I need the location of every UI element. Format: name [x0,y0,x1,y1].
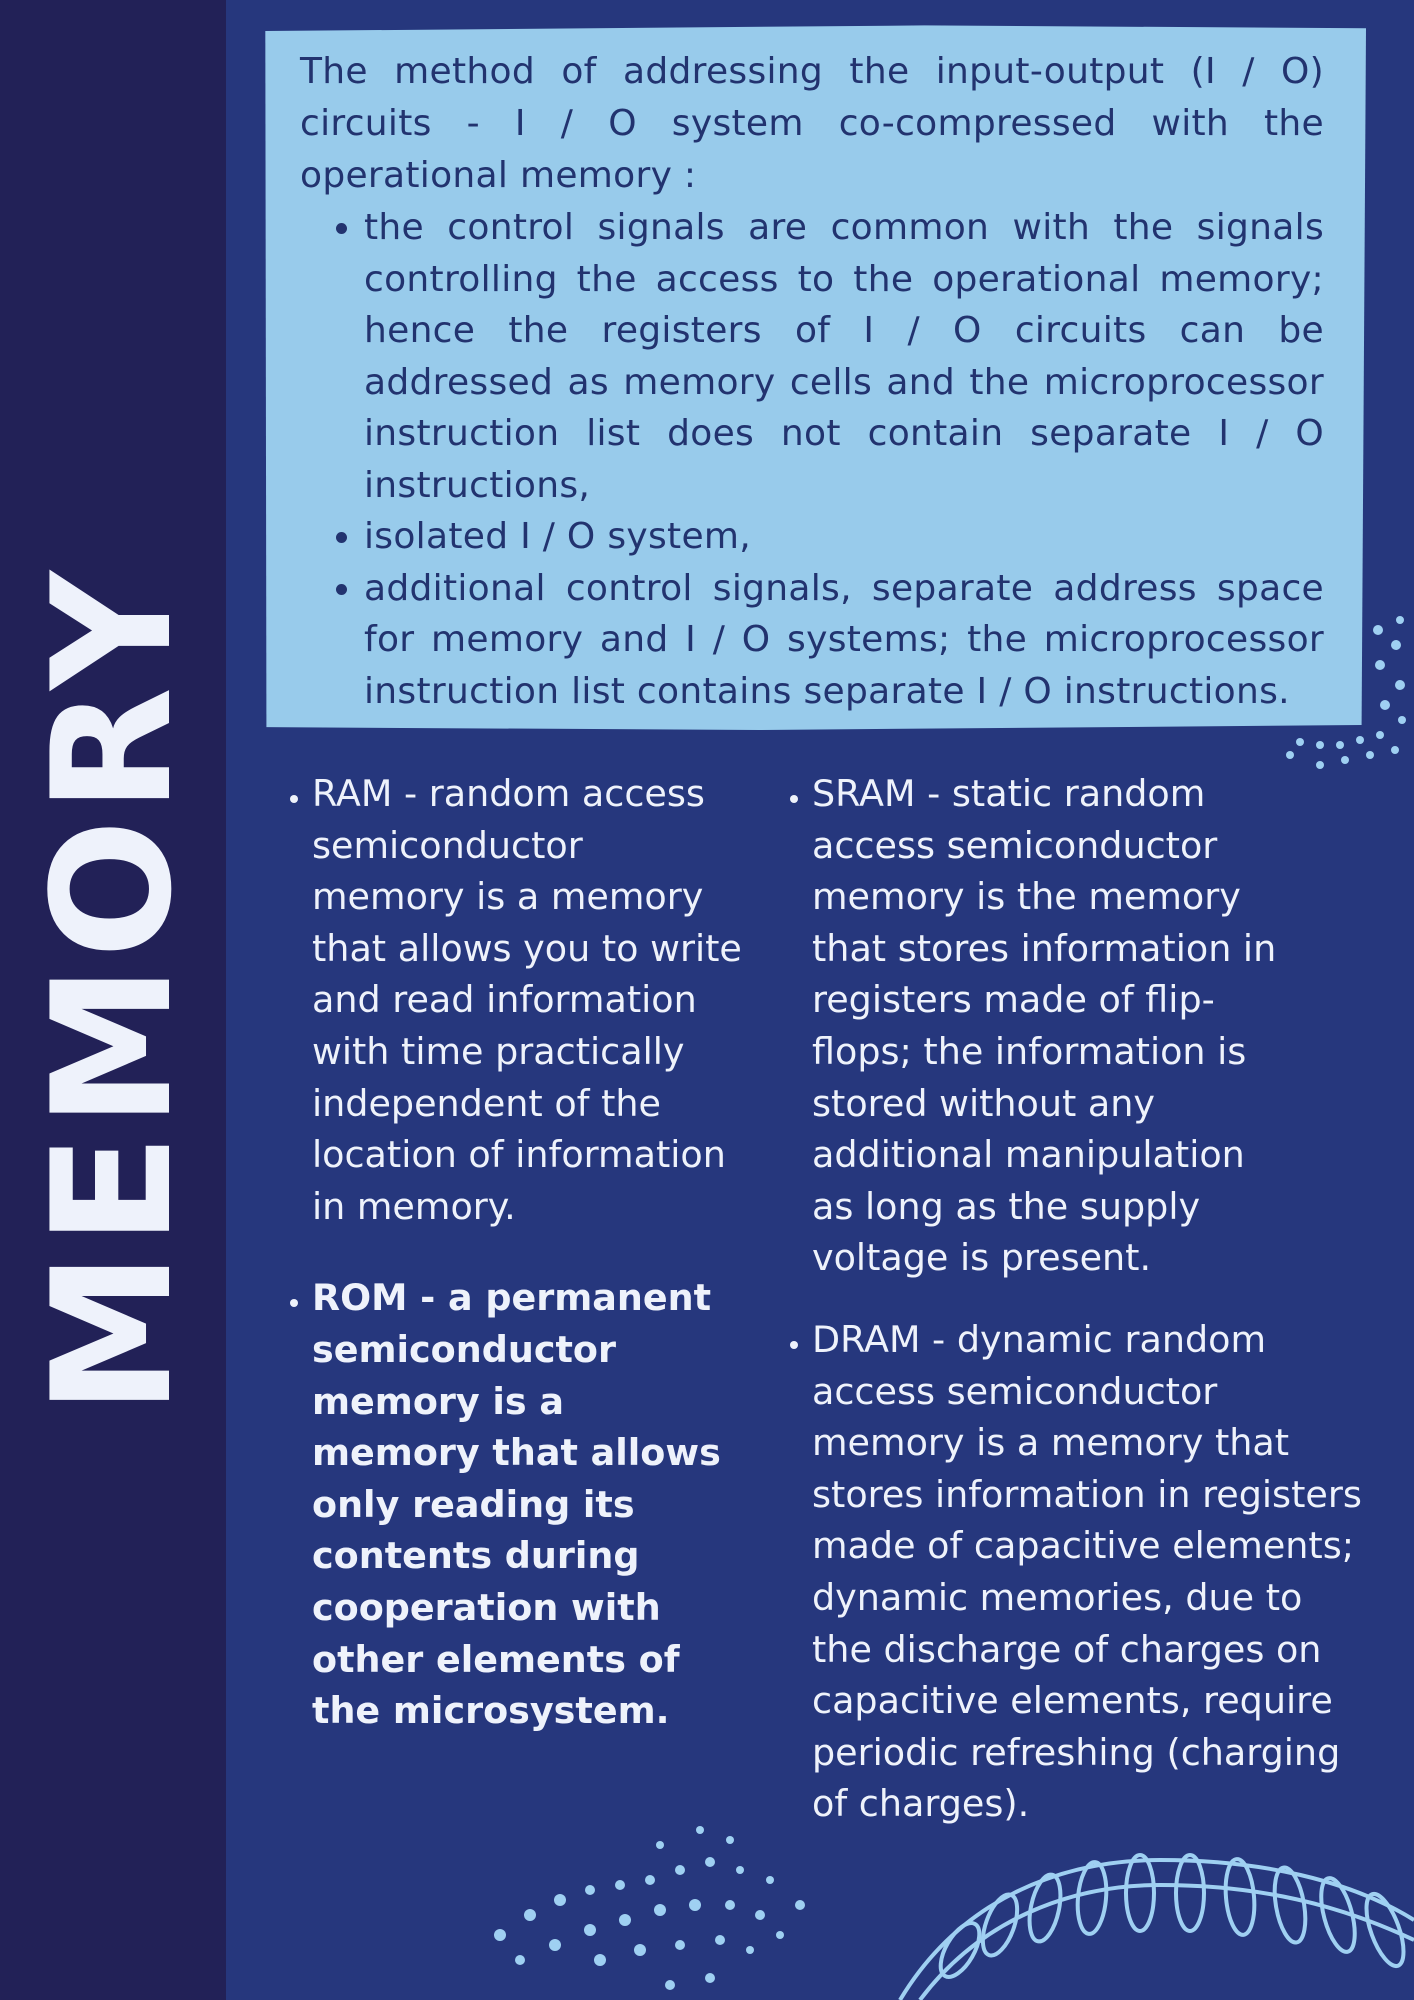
panel-list-item: additional control signals, separate add… [364,563,1324,718]
dot-pattern-bottom-left-icon [494,1826,805,1990]
panel-list-item: the control signals are common with the … [364,202,1324,511]
panel-list: the control signals are common with the … [300,202,1324,717]
swirl-pattern-bottom-right-icon [898,1853,1414,2000]
page-title: MEMORY [17,565,208,1415]
panel-intro: The method of addressing the input-outpu… [300,51,1324,196]
sram-definition: SRAM - static random access semiconducto… [812,768,1282,1284]
io-addressing-panel: The method of addressing the input-outpu… [265,25,1366,730]
right-column: SRAM - static random access semiconducto… [764,768,1364,1858]
ram-definition: RAM - random access semiconductor memory… [312,768,744,1232]
panel-list-item: isolated I / O system, [364,511,1324,563]
left-column: RAM - random access semiconductor memory… [264,768,744,1765]
dram-definition: DRAM - dynamic random access semiconduct… [812,1314,1362,1830]
sidebar: MEMORY [0,0,226,2000]
rom-definition: ROM - a permanent semiconductor memory i… [312,1272,744,1736]
